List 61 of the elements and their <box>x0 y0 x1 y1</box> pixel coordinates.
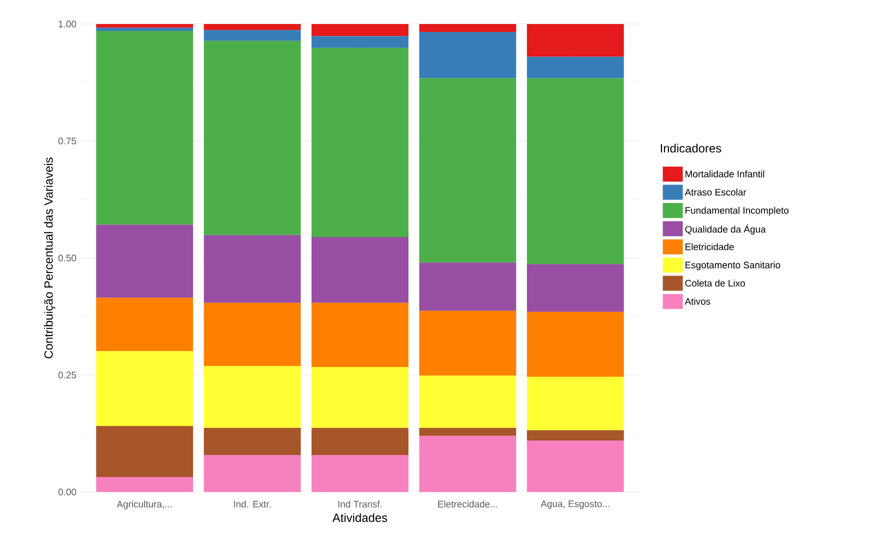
bar <box>419 428 516 436</box>
bar <box>312 428 408 456</box>
x-tick-label: Agua, Esgosto... <box>540 500 610 509</box>
y-tick-label: 0.00 <box>58 488 76 496</box>
bar <box>312 367 408 428</box>
bar <box>96 351 194 426</box>
bar <box>526 24 624 57</box>
x-tick-label: Eletrecidade... <box>438 500 498 508</box>
legend-title: Indicadores <box>660 144 722 152</box>
bar <box>419 375 516 428</box>
y-axis-title: Contribuição Percentual das Variaveis <box>44 158 56 358</box>
bar <box>204 302 301 366</box>
bar <box>526 56 624 78</box>
bar <box>96 298 194 352</box>
bar <box>204 40 301 236</box>
x-axis-title: Atividades <box>332 513 388 522</box>
bar <box>96 426 194 478</box>
bar <box>312 36 408 48</box>
bar <box>526 440 624 492</box>
bar <box>419 310 516 376</box>
bar <box>419 24 516 32</box>
bar <box>96 24 194 28</box>
bar <box>96 224 194 298</box>
x-tick-label: Ind. Extr. <box>234 500 271 508</box>
bar <box>204 366 301 428</box>
y-tick-label: 0.50 <box>58 254 76 262</box>
bar <box>96 31 194 225</box>
bar <box>204 24 301 30</box>
legend-label: Ativos <box>684 298 710 305</box>
bar <box>204 30 301 41</box>
legend-label: Atraso Escolar <box>684 188 746 196</box>
x-tick-label: Ind Transf. <box>338 500 382 508</box>
y-tick-label: 0.75 <box>58 138 76 144</box>
bar <box>312 455 408 492</box>
bar <box>312 302 408 368</box>
legend-label: Mortalidade Infantil <box>686 170 764 178</box>
legend-label: Qualidade da Água <box>685 224 766 235</box>
x-tick-label: Agricultura,... <box>116 500 172 510</box>
bar <box>419 262 516 311</box>
bar <box>526 264 624 312</box>
bar <box>204 455 301 492</box>
bar <box>312 48 408 237</box>
y-tick-label: 0.25 <box>58 372 76 378</box>
bar <box>526 376 624 430</box>
y-tick-label: 1.00 <box>58 20 76 28</box>
bar <box>96 477 194 492</box>
bar <box>204 235 301 303</box>
bar <box>526 312 624 377</box>
bar <box>312 236 408 303</box>
bar <box>526 430 624 441</box>
bar <box>96 28 194 32</box>
legend-label: Eletricidade <box>686 243 734 250</box>
legend-label: Coleta de Lixo <box>685 280 745 287</box>
bar <box>419 32 516 78</box>
bar <box>419 436 516 492</box>
bar <box>526 78 624 264</box>
bar <box>419 78 516 263</box>
bar <box>204 428 301 456</box>
bar <box>312 24 408 36</box>
legend-label: Esgotamento Sanitario <box>686 261 780 270</box>
legend-label: Fundamental Incompleto <box>686 206 789 216</box>
